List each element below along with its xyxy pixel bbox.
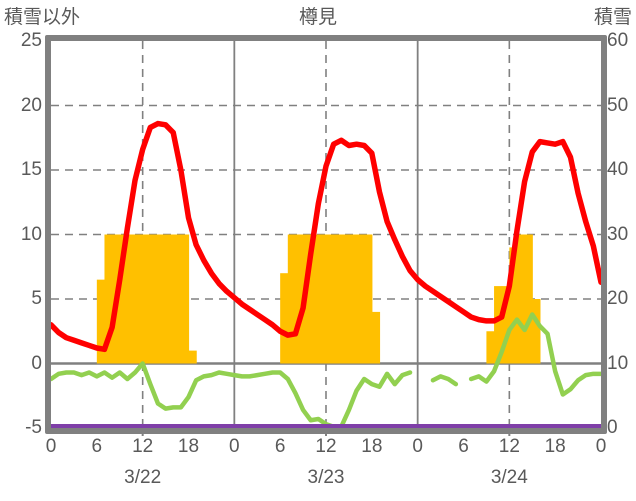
- temperature-line-series: [48, 120, 604, 353]
- bar: [348, 234, 358, 364]
- x-tick-label: 12: [132, 436, 154, 457]
- bar: [532, 299, 541, 364]
- x-tick-label: 18: [177, 436, 200, 457]
- green-line-series: [468, 312, 604, 397]
- day-label: 3/23: [307, 467, 345, 488]
- x-tick-label: 6: [458, 436, 469, 457]
- bar: [165, 234, 174, 364]
- day-label: 3/22: [124, 467, 162, 488]
- bar: [501, 286, 510, 364]
- y-tick-label-right: 30: [607, 223, 629, 245]
- bar: [142, 234, 151, 364]
- chart-title: 樽見: [298, 7, 337, 28]
- bar: [188, 350, 197, 364]
- bar: [318, 234, 327, 364]
- x-tick-label: 6: [91, 436, 103, 457]
- bar: [303, 234, 312, 364]
- bar: [333, 234, 342, 364]
- bar: [371, 311, 381, 364]
- bar: [280, 273, 289, 364]
- bar: [287, 234, 297, 364]
- bar: [516, 234, 526, 364]
- x-tick-label: 18: [361, 436, 383, 457]
- y-tick-label-right: 60: [607, 30, 629, 51]
- bar: [326, 234, 335, 364]
- bar: [524, 234, 533, 364]
- green-line-series: [430, 374, 459, 387]
- y-tick-label-right: 0: [607, 417, 618, 438]
- right-axis-title: 積雪: [593, 7, 632, 28]
- y-tick-label-right: 40: [607, 159, 629, 180]
- bar: [295, 234, 304, 364]
- x-tick-label: 12: [498, 436, 520, 457]
- y-tick-label-left: 20: [20, 94, 42, 116]
- y-tick-label-left: -5: [25, 417, 42, 438]
- x-tick-label: 0: [412, 436, 423, 457]
- x-tick-label: 12: [315, 436, 337, 457]
- bar: [356, 234, 365, 364]
- y-tick-label-right: 10: [607, 352, 629, 374]
- y-tick-label-left: 10: [20, 223, 42, 245]
- bar: [96, 279, 106, 364]
- bar: [494, 286, 503, 364]
- green-line-series: [48, 361, 413, 429]
- y-tick-label-left: 5: [31, 288, 42, 309]
- bar: [173, 234, 182, 364]
- bar: [135, 234, 144, 364]
- bar: [180, 234, 190, 364]
- x-tick-label: 18: [544, 436, 566, 457]
- bar: [150, 234, 159, 364]
- bar: [486, 331, 495, 364]
- bar: [127, 234, 136, 364]
- y-tick-label-left: 0: [31, 352, 42, 374]
- day-label: 3/24: [490, 467, 528, 488]
- x-tick-label: 0: [229, 436, 240, 457]
- bar: [509, 247, 518, 364]
- bar: [341, 234, 350, 364]
- left-axis-title: 積雪以外: [4, 7, 81, 28]
- bar: [104, 234, 113, 364]
- y-tick-label-right: 50: [607, 94, 629, 116]
- y-tick-label-right: 20: [607, 288, 629, 309]
- bar: [364, 234, 373, 364]
- y-tick-label-left: 15: [20, 159, 42, 180]
- x-tick-label: 6: [274, 436, 286, 457]
- x-tick-label: 0: [595, 436, 607, 457]
- y-tick-label-left: 25: [20, 30, 42, 51]
- bar: [310, 234, 319, 364]
- x-tick-label: 0: [45, 436, 57, 457]
- bar: [119, 234, 128, 364]
- bar: [157, 234, 167, 364]
